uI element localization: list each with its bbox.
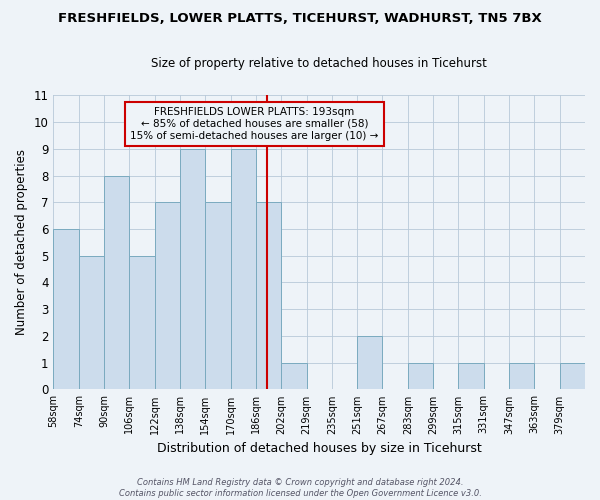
Bar: [357, 336, 382, 390]
Bar: [509, 362, 535, 390]
Bar: [281, 362, 307, 390]
Bar: [230, 149, 256, 390]
Bar: [408, 362, 433, 390]
Bar: [155, 202, 180, 390]
Text: Contains HM Land Registry data © Crown copyright and database right 2024.
Contai: Contains HM Land Registry data © Crown c…: [119, 478, 481, 498]
Bar: [79, 256, 104, 390]
Bar: [560, 362, 585, 390]
Bar: [458, 362, 484, 390]
Bar: [180, 149, 205, 390]
Text: FRESHFIELDS, LOWER PLATTS, TICEHURST, WADHURST, TN5 7BX: FRESHFIELDS, LOWER PLATTS, TICEHURST, WA…: [58, 12, 542, 26]
Bar: [256, 202, 281, 390]
Bar: [53, 229, 79, 390]
Title: Size of property relative to detached houses in Ticehurst: Size of property relative to detached ho…: [151, 58, 487, 70]
Y-axis label: Number of detached properties: Number of detached properties: [15, 150, 28, 336]
Bar: [104, 176, 130, 390]
Bar: [205, 202, 230, 390]
Text: FRESHFIELDS LOWER PLATTS: 193sqm
← 85% of detached houses are smaller (58)
15% o: FRESHFIELDS LOWER PLATTS: 193sqm ← 85% o…: [130, 108, 379, 140]
Bar: [130, 256, 155, 390]
X-axis label: Distribution of detached houses by size in Ticehurst: Distribution of detached houses by size …: [157, 442, 482, 455]
